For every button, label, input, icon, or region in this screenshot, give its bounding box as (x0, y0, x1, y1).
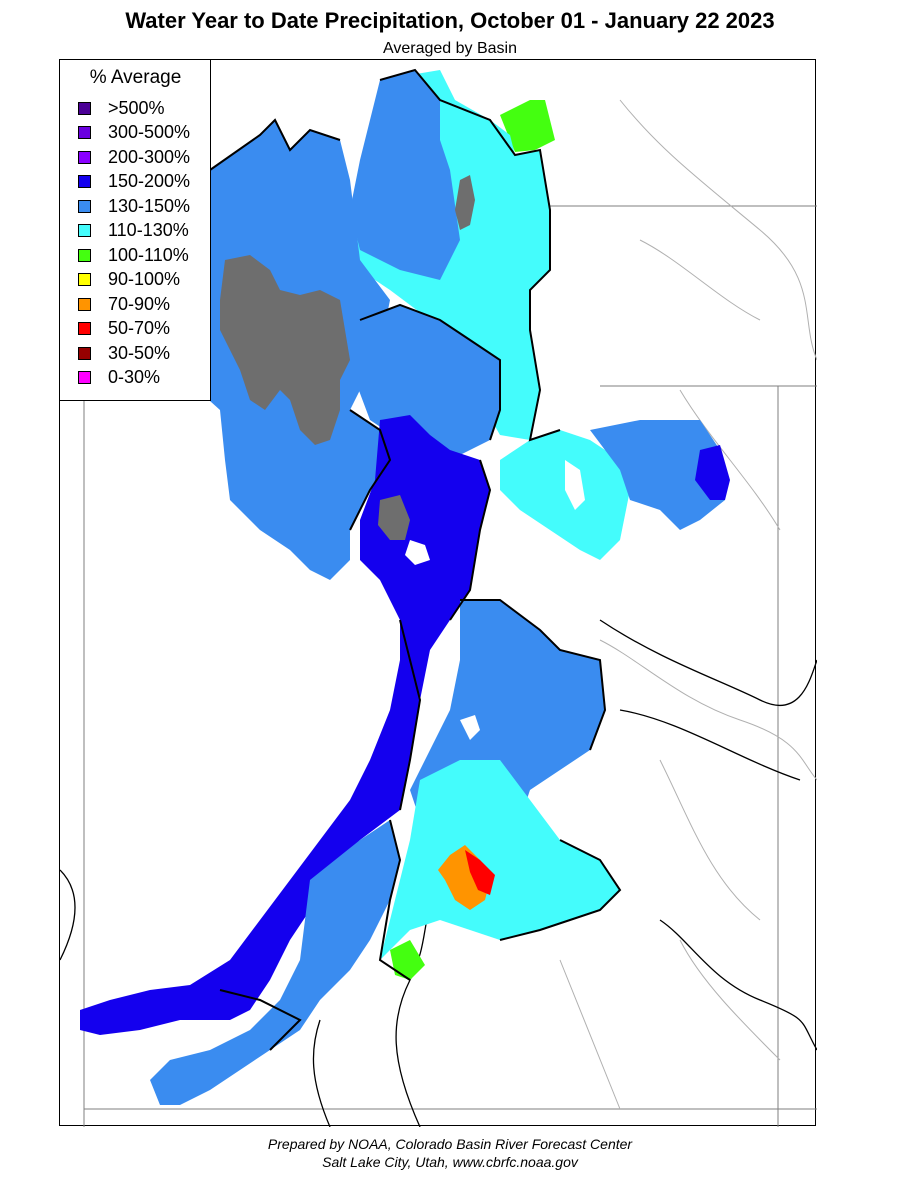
legend-item: >500% (78, 98, 165, 118)
legend-item: 70-90% (78, 294, 170, 314)
legend-label: 150-200% (108, 171, 191, 191)
legend-swatch (78, 297, 91, 311)
legend-swatch (78, 273, 91, 286)
basin-boundaries (209, 68, 622, 1051)
white-holes (405, 460, 585, 740)
legend-swatch (78, 199, 91, 213)
legend-item: 50-70% (78, 318, 171, 339)
legend-swatch (78, 126, 91, 139)
legend-swatch (78, 101, 91, 115)
region-130-150-southwest (150, 820, 400, 1105)
legend-label: 100-110% (108, 244, 189, 265)
legend-swatch (78, 248, 91, 262)
legend-item: 100-110% (78, 245, 189, 265)
no-data-areas (220, 175, 475, 540)
legend-label: 70-90% (108, 293, 171, 314)
legend-label: 130-150% (108, 195, 191, 216)
legend-label: 200-300% (108, 146, 191, 167)
region-150-200-central (80, 415, 490, 1035)
legend-label: 300-500% (108, 122, 191, 142)
region-100-110-south (390, 940, 425, 980)
region-150-200-east-tip (695, 445, 730, 500)
region-110-130-east (500, 430, 630, 560)
region-130-150-north-central (350, 70, 460, 280)
legend-label: 90-100% (108, 269, 181, 289)
region-100-110-north (500, 100, 555, 152)
legend-item: 110-130% (78, 220, 189, 241)
map-frame: % Average >500% 300-500% 200-300% 150-200% 1… (59, 59, 817, 1127)
legend-label: >500% (108, 97, 165, 118)
legend-title: % Average (89, 67, 182, 88)
legend-item: 90-100% (78, 269, 181, 290)
legend-item: 150-200% (78, 171, 191, 192)
region-50-70 (465, 850, 495, 895)
map-title: Water Year to Date Precipitation, Octobe… (125, 8, 775, 33)
region-110-130-south (380, 760, 620, 960)
region-130-150-central (355, 305, 500, 455)
legend-item: 30-50% (78, 343, 170, 363)
footer-line-1: Prepared by NOAA, Colorado Basin River F… (267, 1136, 633, 1152)
precipitation-map (60, 68, 817, 1127)
legend-swatch (78, 150, 91, 164)
region-130-150-east (590, 420, 725, 530)
legend-swatch (78, 175, 91, 188)
legend-swatch (78, 371, 91, 384)
map-subtitle: Averaged by Basin (382, 40, 517, 57)
legend-label: 110-130% (108, 220, 189, 240)
legend-swatch (78, 346, 91, 360)
legend-item: 300-500% (78, 122, 191, 143)
legend: % Average >500% 300-500% 200-300% 150-200% 1… (60, 60, 211, 401)
river-lines (559, 99, 817, 1110)
legend-label: 0-30% (108, 367, 161, 387)
legend-swatch (78, 224, 91, 237)
legend-label: 30-50% (108, 342, 171, 363)
legend-swatch (78, 322, 91, 335)
legend-item: 0-30% (78, 367, 161, 388)
legend-label: 50-70% (108, 318, 171, 338)
footer-line-2: Salt Lake City, Utah, www.cbrfc.noaa.gov (322, 1154, 578, 1170)
legend-item: 200-300% (78, 147, 190, 167)
legend-item: 130-150% (78, 196, 190, 216)
